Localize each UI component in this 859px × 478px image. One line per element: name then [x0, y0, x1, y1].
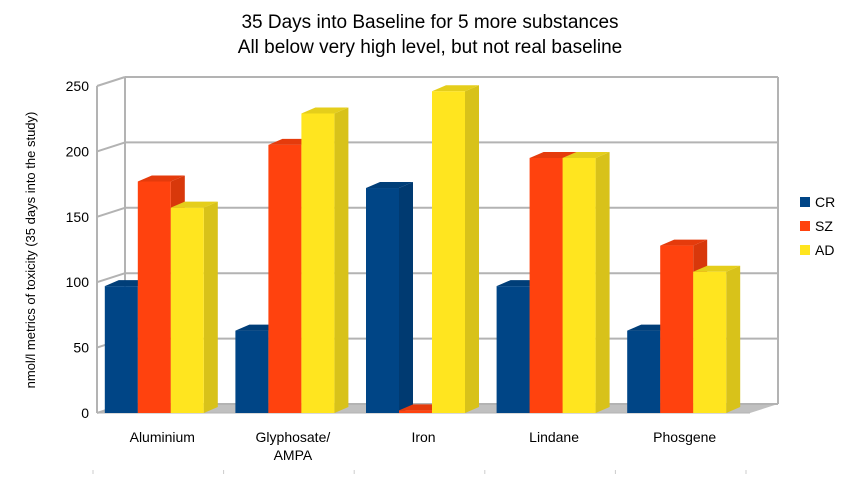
bar-side: [203, 201, 218, 413]
bar-side: [726, 265, 741, 413]
x-tick-label-line: AMPA: [274, 447, 313, 463]
bar-top: [529, 151, 577, 158]
bar-top: [301, 107, 349, 114]
x-tick-label-line: Glyphosate/: [256, 429, 331, 445]
chart-subtitle: All below very high level, but not real …: [238, 37, 622, 58]
y-tick-label: 100: [66, 274, 90, 290]
legend-swatch-cr: [800, 197, 810, 207]
x-tick-label-line: Aluminium: [130, 429, 195, 445]
side-gridline: [96, 206, 126, 218]
bar-ad: [301, 113, 335, 413]
x-tick-label-line: Phosgene: [653, 429, 716, 445]
bar-sz: [660, 245, 694, 413]
chart-title: 35 Days into Baseline for 5 more substan…: [241, 12, 618, 33]
legend-label: AD: [815, 242, 834, 258]
x-tick-label-line: Iron: [411, 429, 435, 445]
legend-label: SZ: [815, 218, 833, 234]
side-gridline: [96, 141, 126, 153]
x-tick-label: Aluminium: [130, 429, 195, 445]
y-tick-label: 250: [66, 78, 90, 94]
y-axis-label: nmol/l metrics of toxicity (35 days into…: [23, 112, 38, 389]
bar-sz: [268, 144, 302, 414]
bar-cr: [496, 286, 530, 413]
bar-sz: [529, 157, 563, 413]
bar-side: [334, 107, 349, 413]
x-tick-label: Iron: [411, 429, 435, 445]
x-tick-label: Phosgene: [653, 429, 716, 445]
bar-top: [660, 239, 708, 246]
bar-top: [137, 175, 185, 182]
bar-sz: [137, 181, 171, 413]
legend-swatch-sz: [800, 221, 810, 231]
bar-ad: [170, 207, 204, 413]
side-gridline: [96, 272, 126, 284]
bar-cr: [627, 330, 661, 413]
x-tick-label: Glyphosate/AMPA: [256, 429, 331, 463]
bar-top: [693, 265, 741, 272]
y-tick-label: 200: [66, 143, 90, 159]
bar-top: [366, 182, 413, 189]
bar-cr: [104, 286, 138, 413]
bar-cr: [366, 188, 399, 413]
bar-top: [170, 201, 218, 208]
bar-cr: [235, 330, 269, 413]
x-tick-label: Lindane: [529, 429, 579, 445]
x-tick-label-line: Lindane: [529, 429, 579, 445]
y-tick-label: 0: [81, 405, 89, 421]
bar-ad: [432, 91, 465, 414]
bar-ad: [693, 271, 727, 413]
side-gridline: [96, 76, 126, 87]
bar-side: [399, 182, 413, 413]
bar-ad: [562, 157, 596, 413]
bar-top: [432, 85, 479, 92]
legend-label: CR: [815, 194, 835, 210]
y-tick-label: 50: [73, 340, 89, 356]
bar-top: [562, 151, 610, 158]
legend-swatch-ad: [800, 245, 810, 255]
y-tick-label: 150: [66, 209, 90, 225]
bar-side: [465, 85, 479, 414]
bar-side: [595, 151, 610, 413]
bar-sz: [399, 410, 432, 413]
